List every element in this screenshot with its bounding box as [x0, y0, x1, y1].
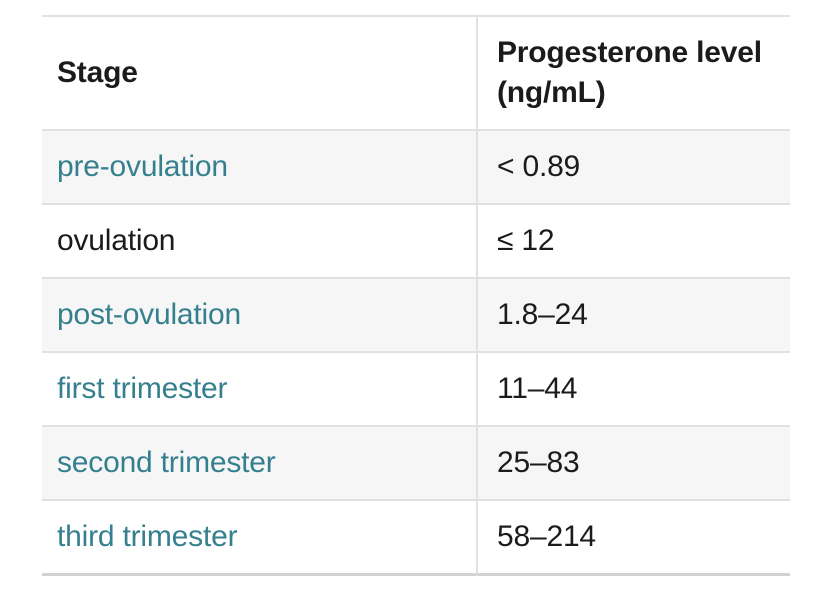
stage-cell: third trimester [42, 501, 476, 576]
value-cell: ≤ 12 [476, 205, 790, 279]
stage-link[interactable]: pre-ovulation [57, 150, 228, 183]
header-row: Stage Progesterone level (ng/mL) [42, 15, 790, 131]
value-cell: < 0.89 [476, 131, 790, 205]
stage-link[interactable]: second trimester [57, 446, 276, 479]
table-row: third trimester 58–214 [42, 501, 790, 576]
stage-cell: post-ovulation [42, 279, 476, 353]
table-header: Stage Progesterone level (ng/mL) [42, 15, 790, 131]
table-scroll-container[interactable]: Stage Progesterone level (ng/mL) pre-ovu… [42, 15, 790, 585]
table-body: pre-ovulation < 0.89 ovulation ≤ 12 post… [42, 131, 790, 576]
value-cell: 58–214 [476, 501, 790, 576]
stage-cell: pre-ovulation [42, 131, 476, 205]
value-cell: 11–44 [476, 353, 790, 427]
column-header-progesterone-level: Progesterone level (ng/mL) [476, 15, 790, 131]
table-row: first trimester 11–44 [42, 353, 790, 427]
stage-cell: first trimester [42, 353, 476, 427]
table-row: post-ovulation 1.8–24 [42, 279, 790, 353]
stage-link[interactable]: third trimester [57, 520, 238, 553]
stage-cell: second trimester [42, 427, 476, 501]
stage-link[interactable]: first trimester [57, 372, 228, 405]
table-row: second trimester 25–83 [42, 427, 790, 501]
stage-link[interactable]: post-ovulation [57, 298, 241, 331]
stage-cell: ovulation [42, 205, 476, 279]
progesterone-levels-table: Stage Progesterone level (ng/mL) pre-ovu… [42, 15, 790, 576]
table-row: pre-ovulation < 0.89 [42, 131, 790, 205]
column-header-progesterone-level-line1: Progesterone level [497, 36, 762, 69]
value-cell: 25–83 [476, 427, 790, 501]
column-header-progesterone-level-line2: (ng/mL) [497, 76, 606, 109]
value-cell: 1.8–24 [476, 279, 790, 353]
column-header-stage: Stage [42, 15, 476, 131]
column-header-stage-label: Stage [57, 56, 138, 89]
stage-label: ovulation [57, 224, 176, 257]
table-row: ovulation ≤ 12 [42, 205, 790, 279]
